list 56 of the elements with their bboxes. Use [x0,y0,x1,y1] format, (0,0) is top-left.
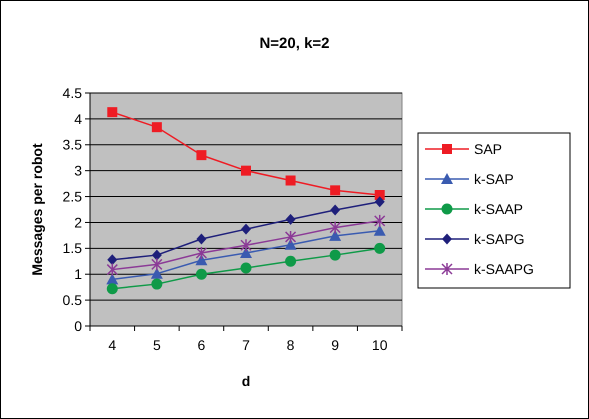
legend-label: k-SAAP [474,200,524,217]
point [374,242,386,254]
chart-title: N=20, k=2 [259,35,330,52]
point [106,283,118,294]
y-tick-label: 1.5 [62,240,82,256]
point [196,234,206,245]
legend-label: k-SAPG [474,230,525,247]
point [374,196,385,208]
x-tick-label: 4 [108,337,116,353]
legend-label: SAP [474,140,502,157]
y-tick-label: 4 [74,110,82,127]
point [329,220,341,234]
point [330,185,340,196]
point [240,262,252,274]
point [329,230,342,241]
y-tick-label: 4.5 [62,84,82,101]
y-tick-label: 2 [74,214,82,230]
point [330,204,340,216]
x-tick-label: 7 [242,337,250,353]
x-tick-label: 6 [198,337,206,353]
point [151,278,162,290]
y-tick-label: 3.5 [62,136,82,153]
point [240,246,252,258]
x-tick-label: 10 [372,337,388,353]
x-tick-label: 8 [286,337,295,353]
y-tick-label: 0.5 [62,292,82,308]
point [240,238,252,252]
point [285,256,296,267]
point [241,224,251,235]
y-tick-label: 0 [74,318,82,334]
legend-label: k-SAAPG [474,260,534,277]
legend-label: k-SAP [474,170,514,187]
point [286,214,296,225]
point [152,122,162,132]
point [286,176,296,186]
point [284,230,296,244]
point [151,258,163,272]
point [152,250,162,261]
x-axis-title: d [242,373,250,389]
y-tick-label: 3 [74,162,82,179]
point [106,262,118,276]
y-tick-label: 2.5 [62,188,82,204]
y-axis-title: Messages per robot [29,143,45,276]
y-tick-label: 1 [74,266,82,282]
point [241,166,251,176]
point [374,214,386,228]
point [196,246,208,260]
point [107,254,118,266]
point [196,268,207,280]
point [374,224,386,236]
x-tick-label: 5 [152,337,161,353]
point [107,107,118,118]
x-tick-label: 9 [331,337,340,353]
point [330,250,341,261]
point [150,268,163,279]
point [196,150,206,160]
